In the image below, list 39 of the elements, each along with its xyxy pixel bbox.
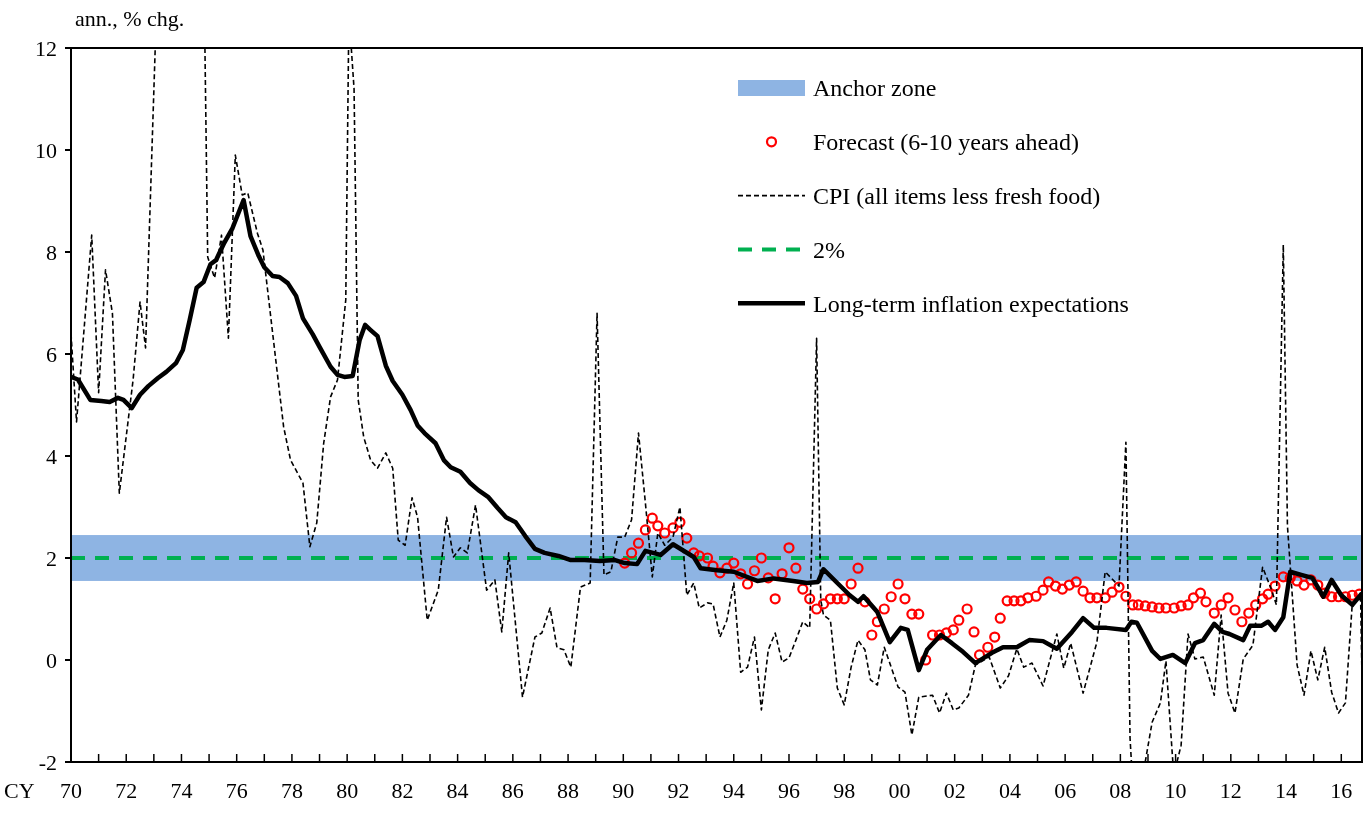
x-tick-label: 92 [667,778,690,803]
x-tick-label: 10 [1164,778,1187,803]
y-tick-label: 0 [46,647,57,673]
x-tick-label: 08 [1109,778,1132,803]
y-tick-label: 10 [35,137,57,163]
y-tick-label: 4 [46,443,57,469]
x-tick-label: 06 [1054,778,1077,803]
y-tick-label: -2 [38,749,57,775]
x-tick-label: 84 [446,778,469,803]
y-tick-label: 2 [46,545,57,571]
x-tick-label: 94 [722,778,745,803]
x-tick-label: 72 [115,778,138,803]
x-tick-label: 16 [1330,778,1353,803]
legend-label: Long-term inflation expectations [813,290,1129,317]
x-tick-label: 78 [280,778,303,803]
y-axis-title: ann., % chg. [75,6,185,31]
x-tick-label: 02 [943,778,966,803]
legend-label: CPI (all items less fresh food) [813,183,1101,209]
x-tick-label: 70 [60,778,82,803]
x-tick-label: 14 [1275,778,1298,803]
x-tick-label: 96 [777,778,800,803]
x-axis-title: CY [4,778,35,803]
y-tick-label: 8 [46,239,57,265]
legend-label: Forecast (6-10 years ahead) [813,129,1079,156]
y-tick-label: 12 [35,35,57,61]
x-tick-label: 76 [225,778,248,803]
x-tick-label: 98 [833,778,856,803]
legend-label: Anchor zone [813,75,937,102]
x-tick-label: 86 [501,778,524,803]
x-tick-label: 12 [1219,778,1242,803]
x-tick-label: 74 [170,778,193,803]
x-tick-label: 04 [998,778,1021,803]
y-tick-label: 6 [46,341,57,367]
legend-label: 2% [813,236,845,263]
x-tick-label: 00 [888,778,911,803]
x-tick-label: 88 [557,778,580,803]
x-tick-label: 80 [336,778,359,803]
x-tick-label: 82 [391,778,414,803]
x-tick-label: 90 [612,778,635,803]
